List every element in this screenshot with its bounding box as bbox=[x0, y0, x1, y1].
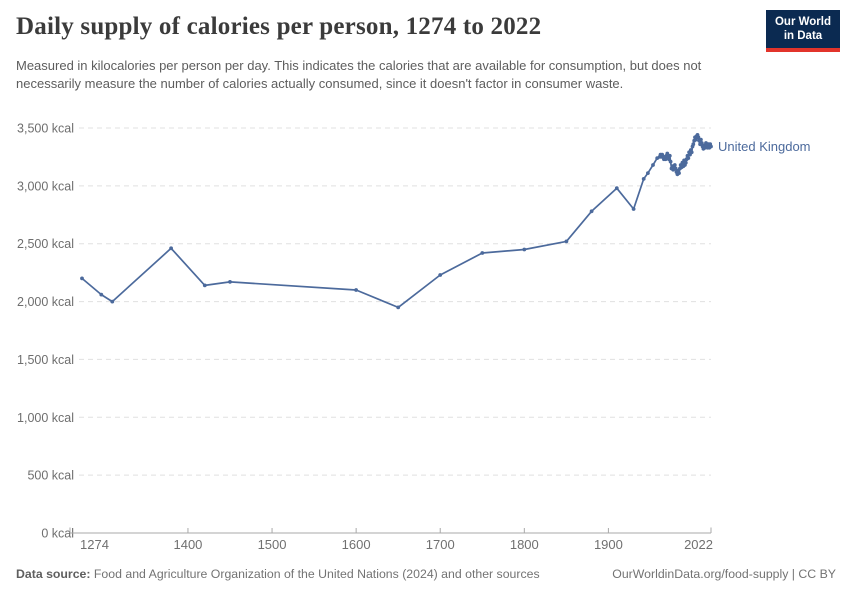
x-tick-label: 1700 bbox=[426, 537, 455, 552]
page-title: Daily supply of calories per person, 127… bbox=[16, 13, 542, 40]
data-point[interactable] bbox=[673, 166, 678, 171]
owid-logo-accent-bar bbox=[766, 48, 840, 52]
data-point[interactable] bbox=[663, 157, 668, 162]
data-point[interactable] bbox=[438, 273, 443, 277]
x-tick-label: 1800 bbox=[510, 537, 539, 552]
data-point[interactable] bbox=[631, 207, 636, 211]
data-point[interactable] bbox=[589, 209, 594, 214]
y-tick-label: 3,500 kcal bbox=[17, 122, 74, 136]
data-point[interactable] bbox=[709, 144, 713, 149]
x-tick-label: 1500 bbox=[258, 537, 287, 552]
data-point[interactable] bbox=[99, 292, 104, 297]
y-tick-label: 2,500 kcal bbox=[17, 237, 74, 251]
data-point[interactable] bbox=[641, 177, 646, 181]
owid-logo[interactable]: Our World in Data bbox=[766, 10, 840, 52]
data-point[interactable] bbox=[110, 299, 115, 304]
data-point[interactable] bbox=[689, 150, 694, 155]
data-point[interactable] bbox=[696, 135, 701, 140]
chart-footer: Data source: Food and Agriculture Organi… bbox=[16, 567, 836, 581]
data-point[interactable] bbox=[683, 160, 688, 165]
y-tick-label: 500 kcal bbox=[27, 469, 74, 483]
data-point[interactable] bbox=[694, 137, 698, 142]
data-source-text: Food and Agriculture Organization of the… bbox=[90, 567, 540, 581]
data-source-note: Data source: Food and Agriculture Organi… bbox=[16, 567, 540, 581]
x-tick-label: 1400 bbox=[173, 537, 202, 552]
data-point[interactable] bbox=[80, 276, 84, 281]
y-tick-label: 1,500 kcal bbox=[17, 353, 74, 367]
y-tick-label: 3,000 kcal bbox=[17, 179, 74, 193]
series-label-united-kingdom[interactable]: United Kingdom bbox=[718, 139, 811, 154]
owid-logo-line1: Our World bbox=[774, 16, 831, 28]
data-point[interactable] bbox=[202, 283, 207, 288]
data-point[interactable] bbox=[677, 171, 681, 176]
x-tick-label: 1900 bbox=[594, 537, 623, 552]
data-point[interactable] bbox=[667, 153, 672, 158]
data-point[interactable] bbox=[564, 239, 569, 244]
y-tick-label: 2,000 kcal bbox=[17, 295, 74, 309]
data-point[interactable] bbox=[396, 305, 401, 310]
data-point[interactable] bbox=[169, 246, 174, 251]
y-tick-label: 0 kcal bbox=[41, 527, 74, 541]
data-point[interactable] bbox=[691, 142, 696, 147]
data-point[interactable] bbox=[480, 251, 485, 255]
data-point[interactable] bbox=[668, 159, 673, 164]
data-point[interactable] bbox=[646, 171, 650, 176]
data-point[interactable] bbox=[228, 280, 232, 284]
data-point[interactable] bbox=[665, 151, 670, 156]
x-tick-label: 1274 bbox=[80, 537, 109, 552]
y-tick-label: 1,000 kcal bbox=[17, 411, 74, 425]
data-point[interactable] bbox=[354, 288, 358, 292]
data-point[interactable] bbox=[699, 141, 704, 145]
data-point[interactable] bbox=[686, 156, 691, 161]
data-point[interactable] bbox=[522, 247, 527, 252]
data-source-label: Data source: bbox=[16, 567, 91, 581]
data-point[interactable] bbox=[699, 137, 703, 142]
footer-link: OurWorldinData.org/food-supply | CC BY bbox=[612, 567, 836, 581]
x-tick-label: 1600 bbox=[342, 537, 371, 552]
series-line-united-kingdom[interactable] bbox=[81, 134, 712, 309]
x-tick-label: 2022 bbox=[684, 537, 713, 552]
data-point[interactable] bbox=[614, 186, 619, 191]
owid-logo-line2: in Data bbox=[783, 30, 823, 42]
chart-subtitle: Measured in kilocalories per person per … bbox=[16, 58, 702, 92]
data-point[interactable] bbox=[672, 163, 677, 167]
data-point[interactable] bbox=[651, 163, 655, 167]
